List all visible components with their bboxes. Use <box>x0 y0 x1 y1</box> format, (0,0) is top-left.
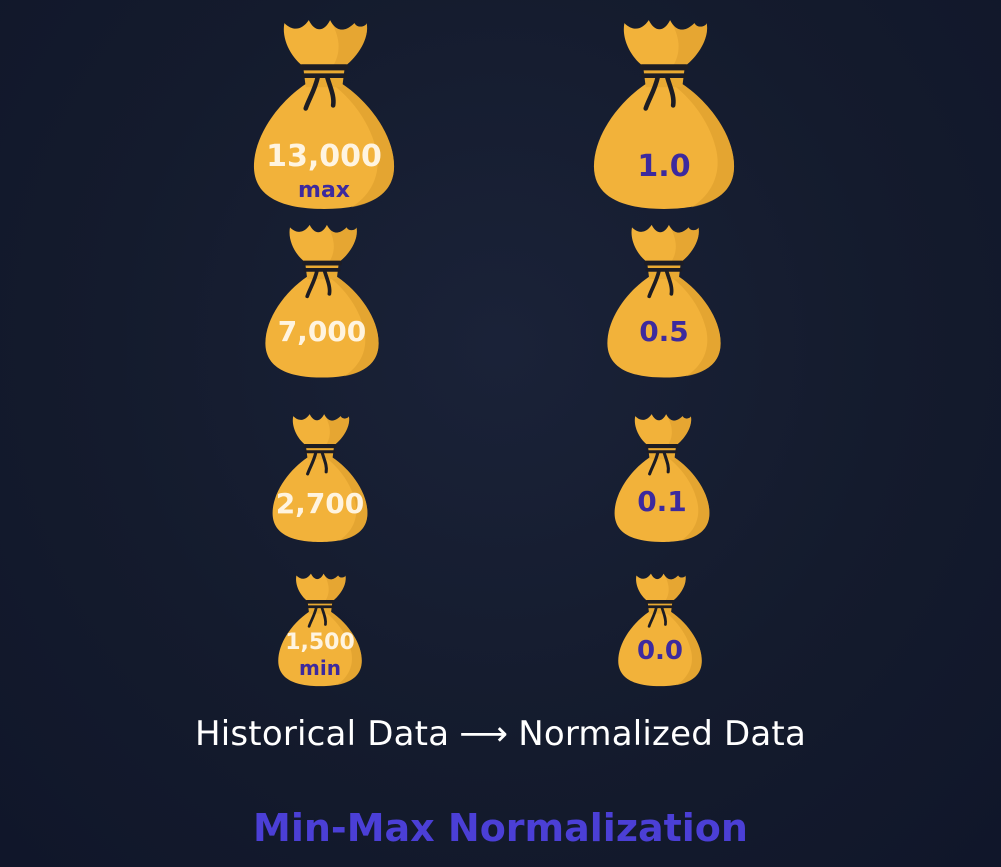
normalized-bag-4: 0.0 <box>614 570 706 688</box>
normalized-bag-2: 0.5 <box>601 220 727 380</box>
money-bag-icon <box>601 220 727 380</box>
max-tag: max <box>298 178 350 203</box>
historical-value-mid: 7,000 <box>277 315 367 348</box>
historical-value-low: 2,700 <box>275 487 365 520</box>
caption-left: Historical Data <box>194 714 450 754</box>
normalized-bag-3: 0.1 <box>610 410 714 544</box>
money-bag-icon <box>614 570 706 688</box>
historical-bag-low: 2,700 <box>268 410 372 544</box>
normalized-value-3: 0.1 <box>637 485 687 518</box>
min-tag: min <box>299 656 341 680</box>
normalized-value-4: 0.0 <box>636 636 684 666</box>
money-bag-icon <box>259 220 385 380</box>
money-bag-icon <box>268 410 372 544</box>
normalized-bag-1: 1.0 <box>586 14 742 212</box>
caption: Historical Data ⟶ Normalized Data <box>0 714 1001 754</box>
money-bag-icon <box>610 410 714 544</box>
arrow-icon: ⟶ <box>459 714 509 754</box>
caption-right: Normalized Data <box>518 714 806 754</box>
historical-bag-min: 1,500 min <box>274 570 366 688</box>
historical-value-min: 1,500 <box>285 630 355 655</box>
normalized-value-2: 0.5 <box>639 315 689 348</box>
historical-bag-max: 13,000 max <box>246 14 402 212</box>
historical-bag-mid: 7,000 <box>259 220 385 380</box>
historical-value-max: 13,000 <box>266 139 382 174</box>
page-title: Min-Max Normalization <box>253 806 748 850</box>
normalized-value-1: 1.0 <box>637 149 691 184</box>
